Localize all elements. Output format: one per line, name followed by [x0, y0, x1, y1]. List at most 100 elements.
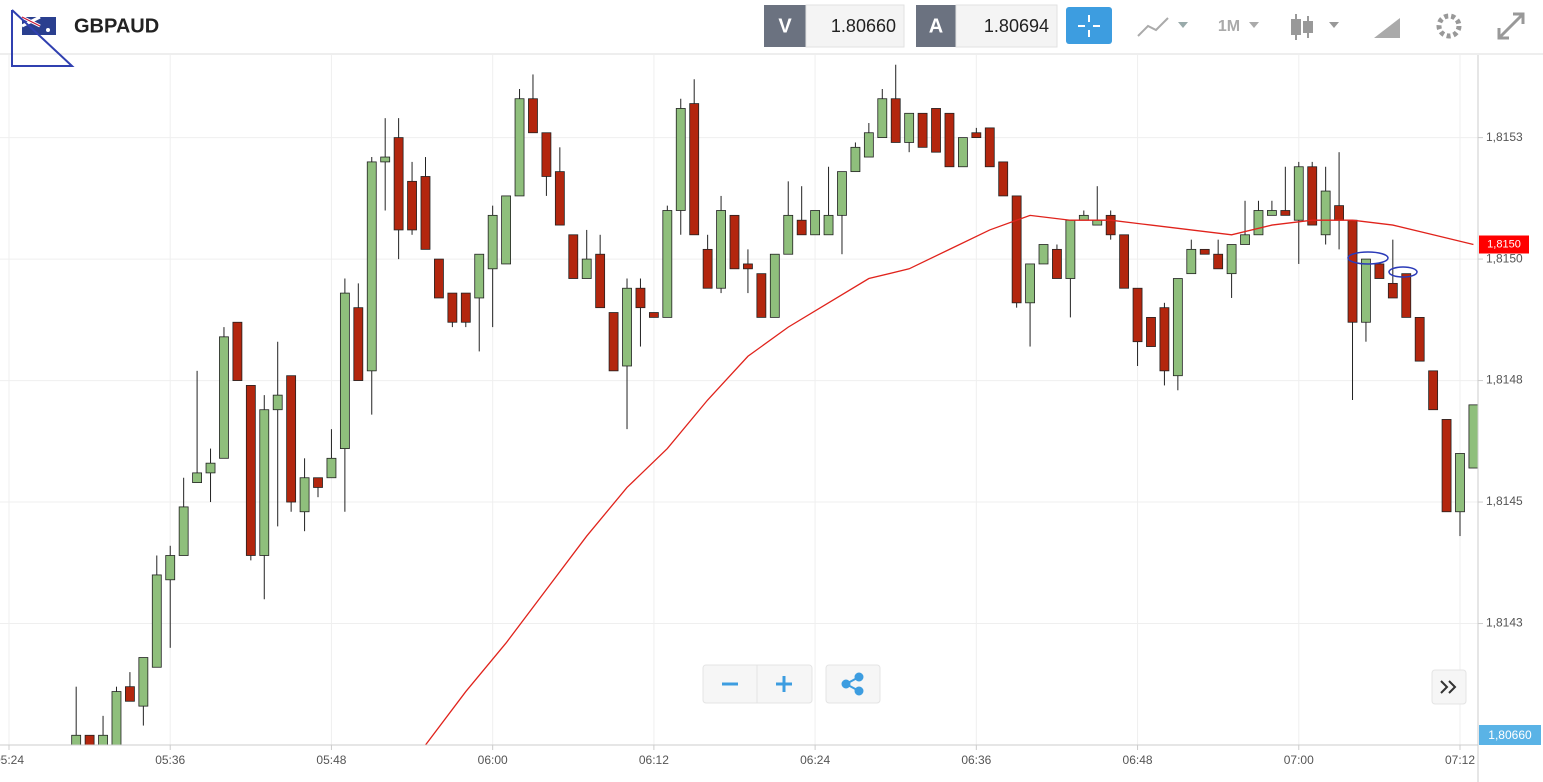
y-tick-label: 1,8148	[1486, 373, 1523, 387]
symbol: GBPAUD	[74, 15, 159, 37]
candle-body	[1320, 190, 1331, 236]
candle-body	[1065, 219, 1076, 279]
candle-body	[743, 263, 753, 270]
annotation-ellipse[interactable]	[1347, 251, 1389, 265]
candle-body	[219, 336, 229, 459]
x-tick-label: 07:00	[1284, 753, 1314, 767]
candle-body	[1159, 307, 1170, 372]
candle-body	[1267, 210, 1277, 216]
candle-body	[353, 307, 364, 381]
candle-body	[528, 98, 538, 134]
zoom-controls	[702, 664, 1467, 705]
candle-body	[501, 195, 512, 265]
candle-body	[796, 219, 807, 236]
candle-body	[272, 394, 283, 411]
candle-body	[662, 210, 673, 318]
candle-body	[769, 253, 780, 318]
candle-body	[622, 287, 632, 367]
candle-body	[783, 214, 794, 255]
scroll-end-icon	[1440, 680, 1457, 694]
candle-body	[837, 171, 847, 216]
candle-body	[1199, 248, 1210, 255]
candle-body	[151, 574, 162, 668]
candle-body	[1293, 166, 1304, 221]
candle-icon[interactable]	[1291, 14, 1339, 40]
candle-body	[554, 171, 565, 226]
candle-body	[1186, 248, 1197, 275]
candle-body	[84, 734, 95, 745]
bid-label: V	[778, 15, 792, 37]
candle-body	[447, 292, 458, 323]
candle-body	[1441, 419, 1452, 513]
candle-body	[1105, 214, 1116, 236]
candle-body	[98, 734, 108, 745]
candle-body	[326, 457, 337, 479]
header: GBPAUD V 1.80660 A 1.80694 1M	[0, 4, 1543, 67]
x-tick-label: 05:24	[0, 753, 24, 767]
candle-body	[1361, 258, 1371, 323]
candle-body	[568, 234, 579, 279]
candle-body	[259, 409, 270, 556]
candle-body	[1025, 263, 1035, 304]
ask-button[interactable]	[916, 5, 956, 47]
candle-body	[299, 477, 310, 513]
candle-body	[1038, 244, 1049, 265]
candle-body	[998, 161, 1009, 197]
candle-body	[1052, 248, 1062, 279]
timeframe[interactable]: 1M	[1218, 18, 1240, 35]
candle-body	[1307, 166, 1318, 226]
candle-body	[313, 477, 323, 488]
candle-body	[850, 146, 861, 173]
candle-body	[904, 112, 915, 143]
candle-body	[286, 375, 297, 503]
fullscreen-icon[interactable]	[1497, 12, 1525, 40]
y-tick-label: 1,8150	[1486, 251, 1523, 265]
chart-type-icon[interactable]	[1137, 17, 1188, 37]
candle-body	[1172, 278, 1183, 377]
candle-body	[125, 686, 135, 702]
settings-icon[interactable]	[1436, 13, 1462, 39]
price-marker: 1,80660	[1488, 728, 1532, 742]
drawing-triangle[interactable]	[11, 9, 75, 67]
candle-body	[245, 385, 256, 556]
candle-body	[1280, 210, 1291, 216]
candle-body	[810, 210, 821, 236]
candle-body	[460, 292, 471, 323]
candle-body	[931, 108, 941, 153]
scroll-end-button[interactable]	[1431, 669, 1467, 705]
candle-body	[675, 108, 686, 211]
candle-body	[1455, 453, 1465, 513]
candle-body	[178, 506, 189, 556]
candle-body	[487, 214, 498, 270]
annotation-ellipse[interactable]	[1388, 266, 1418, 278]
x-tick-label: 06:36	[961, 753, 991, 767]
share-button[interactable]	[825, 664, 881, 704]
flag-icon	[21, 15, 56, 35]
candle-body	[366, 161, 377, 372]
x-tick-label: 06:24	[800, 753, 830, 767]
candle-body	[689, 103, 700, 236]
ask-price: 1.80694	[984, 16, 1049, 36]
candle-body	[702, 248, 713, 289]
ask-box[interactable]	[955, 4, 1058, 48]
candle-body	[1011, 195, 1022, 304]
x-tick-label: 06:00	[478, 753, 508, 767]
candle-body	[729, 214, 740, 270]
drawing-tool-icon[interactable]	[1374, 18, 1400, 38]
candle-body	[1119, 234, 1130, 289]
candle-body	[1374, 263, 1385, 279]
x-tick-label: 07:12	[1445, 753, 1475, 767]
zoom-in[interactable]	[776, 676, 792, 692]
ask-label: A	[929, 15, 943, 37]
candle-body	[232, 321, 243, 381]
bid-button[interactable]	[764, 5, 806, 47]
bid-box[interactable]	[805, 4, 905, 48]
share-icon	[841, 672, 864, 696]
timeframe-caret	[1249, 22, 1259, 28]
candle-body	[1428, 370, 1439, 411]
candle-body	[648, 312, 659, 318]
candle-body	[1226, 244, 1237, 275]
crosshair-button[interactable]	[1066, 7, 1112, 44]
